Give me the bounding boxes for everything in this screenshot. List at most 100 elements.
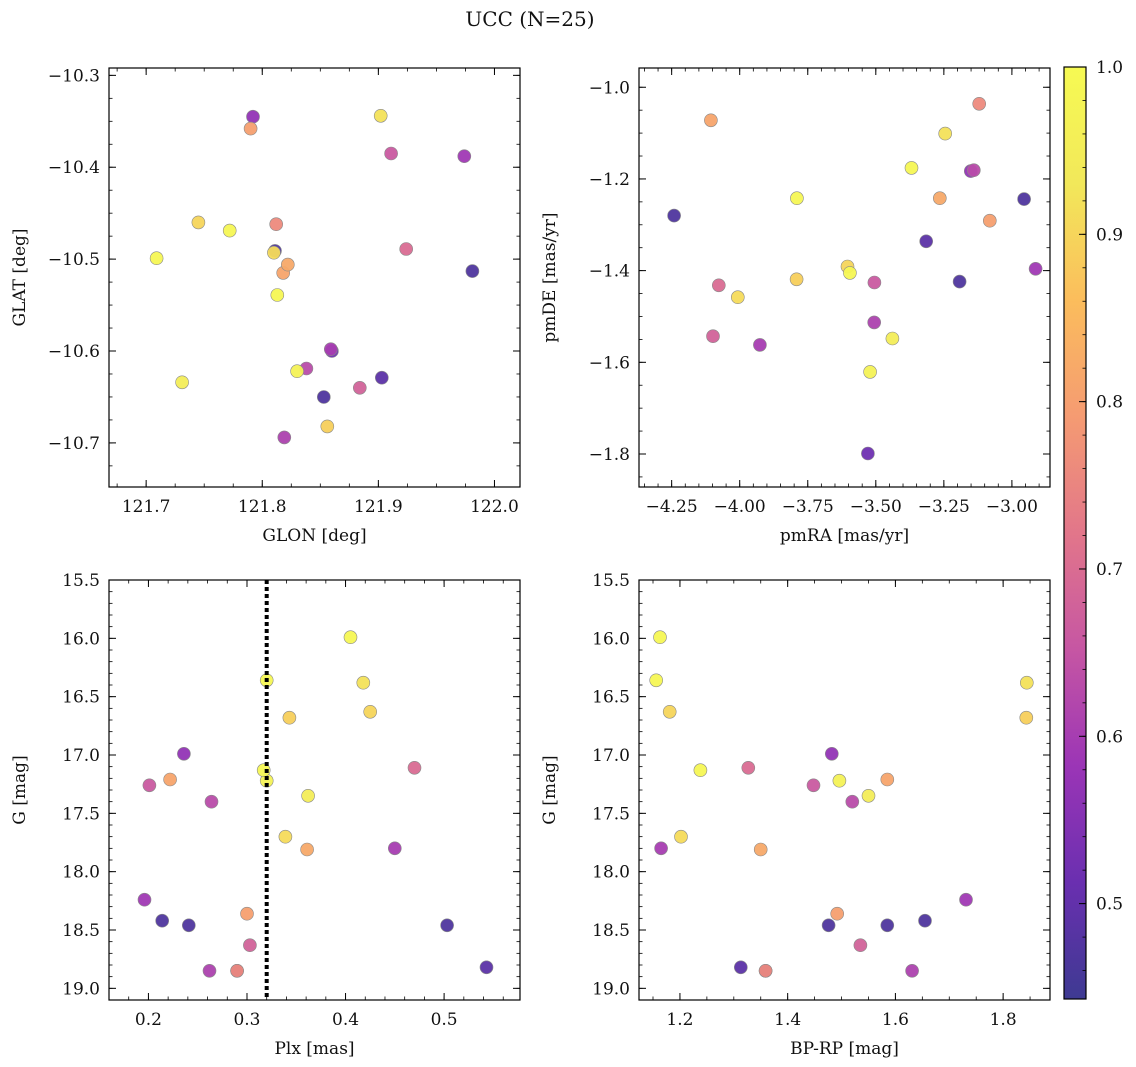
data-point [240,906,254,921]
x-tick-label: 0.3 [233,1010,260,1030]
data-point [278,829,293,844]
data-point [222,223,237,238]
data-point [163,772,177,787]
x-axis-label: Plx [mas] [274,1039,354,1059]
x-axis-label: GLON [deg] [262,526,366,546]
data-point [649,673,664,688]
panel-pmra-pmde: −4.25 −4.00 −3.75 −3.50 −3.25 −3.00 −1.8 −1.6 −1… [540,67,1051,546]
y-tick-label: 17.5 [592,804,630,824]
data-point [323,342,338,357]
data-point [155,913,169,928]
x-tick-label: 0.4 [332,1010,359,1030]
data-point [343,630,358,645]
data-point [243,121,258,136]
y-tick-label: 16.5 [62,688,100,708]
data-point [753,842,768,857]
data-point [270,288,285,302]
y-tick-label: −10.6 [48,342,100,362]
x-tick-label: −3.25 [918,497,970,517]
colorbar-tick-label: 0.9 [1096,225,1123,245]
x-axis-label: pmRA [mas/yr] [780,526,909,546]
data-point [352,380,367,395]
data-point [373,109,388,123]
x-tick-label: −3.75 [782,497,834,517]
data-point [861,446,875,461]
y-tick-label: −1.8 [589,445,630,465]
data-point [832,773,847,788]
data-point [374,370,389,385]
data-point [653,630,667,645]
y-tick-label: 17.0 [592,746,630,766]
axes-frame [638,579,1051,1001]
data-point [384,146,398,161]
data-point [753,338,767,352]
data-point [142,778,157,793]
y-tick-label: −1.0 [589,78,630,98]
data-point [356,675,371,690]
y-axis-label: G [mag] [540,755,560,824]
data-point [972,97,987,111]
data-point [806,778,821,793]
x-tick-label: 121.9 [354,497,403,517]
data-point [704,113,718,128]
data-point [733,960,748,975]
y-tick-label: −10.4 [48,158,100,178]
data-point [1019,710,1034,725]
data-point [282,710,297,725]
data-point [204,794,219,809]
data-point [843,266,857,280]
data-point [137,892,152,907]
y-tick-label: −1.6 [589,353,630,373]
panel-glon-glat: 121.7 121.8 121.9 122.0 −10.7 −10.6 −10.5 −10.4… [10,66,521,546]
colorbar: 0.5 0.6 0.7 0.8 0.9 1.0 [1063,58,1123,1000]
data-point [880,918,895,933]
data-point [863,365,877,379]
colorbar-scale [1063,66,1087,1000]
colorbar-tick-label: 1.0 [1096,58,1123,78]
data-point [790,191,804,205]
data-point [693,763,708,778]
data-point [230,963,244,978]
y-tick-label: 19.0 [592,979,630,999]
data-point [280,257,295,272]
x-tick-label: 1.8 [990,1010,1017,1030]
data-point [959,892,973,907]
y-tick-label: 18.5 [592,921,630,941]
data-point [932,191,947,205]
data-point [277,430,292,445]
x-tick-label: −3.00 [986,497,1038,517]
data-point [440,918,454,933]
y-tick-label: 16.5 [592,688,630,708]
colorbar-tick-label: 0.7 [1096,560,1123,580]
x-tick-label: −4.00 [714,497,766,517]
data-point [741,760,756,775]
data-point [758,963,773,978]
data-point [387,841,402,856]
data-point [938,126,953,141]
data-point [175,375,189,390]
y-tick-label: 18.0 [592,863,630,883]
x-tick-label: 121.7 [122,497,171,517]
data-point [243,938,257,953]
x-tick-label: 1.6 [882,1010,909,1030]
data-point [177,746,191,761]
y-tick-label: −10.3 [48,66,100,86]
data-point [711,278,726,293]
y-tick-label: 18.5 [62,921,100,941]
y-tick-label: 16.0 [62,629,100,649]
data-point [867,275,882,290]
data-point [149,251,164,266]
data-point [202,963,217,978]
data-point [730,290,745,305]
colorbar-tick-label: 0.5 [1096,895,1123,915]
y-tick-label: −10.5 [48,250,100,270]
figure-title: UCC (N=25) [465,7,594,31]
data-point [905,963,919,978]
y-axis-label: GLAT [deg] [10,228,30,326]
data-point [479,960,494,975]
data-point [269,217,284,231]
data-point [191,215,206,230]
data-point [301,788,315,803]
data-point [824,746,839,761]
